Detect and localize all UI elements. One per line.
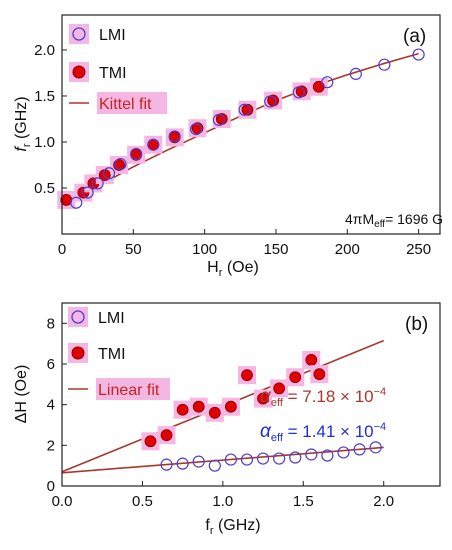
panel-b-lmi-point [353,443,366,456]
panel-b-ytick-label: 4 [47,397,55,414]
panel-a-frame [61,14,441,235]
panel-a-lmi-point [130,147,143,161]
panel-b-lmi-point [240,453,254,466]
panel-a-lmi-point [81,186,94,199]
panel-a-lmi-point [91,177,104,190]
legend-b-fit-highlight [96,378,170,400]
panel-a-ylabel: fr (GHz) [13,96,33,151]
legend-a-lmi-marker [72,27,86,41]
alpha-lmi-annotation: αeff = 1.41 × 10−4 [260,421,386,444]
panel-a-tmi-point [241,103,254,116]
panel-b-lmi-point [256,452,270,465]
panel-b-tmi-point [144,435,157,448]
panel-b-tmi-point [192,400,205,413]
panel-b-tmi-point [160,429,173,442]
panel-b-lmi-point [176,457,189,470]
legend-b-lmi-highlight [68,307,88,327]
legend-a-fit-highlight [97,92,167,114]
panel-a-label: (a) [403,26,426,47]
panel-a-annotation: 4πMeff= 1696 G [345,211,443,230]
panel-a-lmi-point [147,138,160,151]
legend-b-lmi-label: LMI [98,310,125,327]
panel-a-xtick-label: 100 [192,241,217,258]
panel-b-tmi-point [257,392,269,405]
panel-b-lmi-point [369,441,382,454]
panel-b-label: (b) [405,314,428,335]
panel-a-ytick-label: 1.5 [34,88,55,105]
panel-a-lmi-point [238,103,251,116]
panel-b-tmi-point [305,354,318,366]
legend-b-tmi-label: TMI [98,346,126,363]
panel-b-xtick-label: 0.5 [132,493,153,510]
panel-a-xtick-label: 150 [263,241,288,258]
panel-b-lmi-point [208,459,221,472]
panel-a-tmi-point [130,148,143,161]
panel-b-tmi-point [289,371,302,384]
panel-b-tmi-point [208,406,221,419]
panel-b-ytick-label: 0 [47,478,55,495]
legend-b-lmi-marker [71,310,85,324]
panel-b-lmi-point [192,455,205,468]
panel-b-ytick-label: 2 [47,437,55,454]
panel-a-xtick-label: 200 [335,241,360,258]
panel-b-tmi-point [224,400,237,413]
panel-b-lmi-point [224,453,237,466]
panel-a-lmi-point [212,113,226,126]
panel-b-tmi-point [273,382,286,395]
panel-b-ytick-label: 8 [47,315,55,332]
panel-a-ytick-label: 2.0 [34,42,55,59]
panel-b-ylabel: ΔH (Oe) [13,365,30,424]
panel-b-xtick-label: 1.0 [212,493,233,510]
panel-a-lmi-point [378,58,391,71]
panel-a-lmi-point [412,48,425,61]
panel-b-xtick-label: 1.5 [293,493,314,510]
panel-a-lmi-point [321,76,334,89]
panel-b-lmi-point [337,446,350,459]
panel-b: 0.0 0.5 1.0 1.5 2.0 0 2 4 6 8 (b) LMI TMI Linear … [13,302,441,537]
alpha-tmi-annotation: αeff = 7.18 × 10−4 [260,386,386,409]
panel-b-ytick-label: 6 [47,356,55,373]
panel-a-xlabel: Hr (Oe) [207,259,259,279]
panel-b-xtick-label: 2.0 [373,493,394,510]
legend-a-tmi-label: TMI [99,65,127,82]
panel-a-legend: LMI TMI Kittel fit [69,24,167,114]
legend-a-tmi-marker [72,65,86,79]
legend-a-lmi-highlight [69,24,89,44]
panel-b-tmi-point [176,403,189,416]
panel-b-legend: LMI TMI Linear fit [68,307,170,400]
panel-b-lmi-point [289,451,302,464]
panel-b-tmi-point [313,368,326,381]
panel-a-lmi-point [102,167,116,180]
legend-a-lmi-label: LMI [99,27,126,44]
panel-a-xtick-label: 250 [406,241,431,258]
panel-a-lmi-point [189,123,203,136]
panel-a-tmi-point [312,80,325,93]
panel-a-lmi-point [168,130,181,143]
legend-b-tmi-marker [71,346,85,360]
panel-b-tmi-point [241,369,253,382]
panel-b-lmi-point [321,449,334,462]
panel-a-lmi-point [349,67,362,80]
panel-b-frame [61,302,441,487]
panel-a: 0 50 100 150 200 250 0.5 1.0 1.5 2.0 (a) LMI TMI … [13,14,443,279]
panel-a-xtick-label: 0 [58,241,66,258]
panel-a-xtick-label: 50 [125,241,142,258]
panel-a-lmi-point [292,86,305,99]
panel-a-ytick-label: 0.5 [34,180,55,197]
panel-a-ytick-label: 1.0 [34,134,55,151]
panel-b-fit-line [61,446,384,474]
panel-a-lmi-point [264,95,277,108]
legend-a-fit-label: Kittel fit [99,96,152,113]
panel-b-lmi-point [305,448,318,461]
panel-b-lmi-point [273,452,286,465]
panel-b-xtick-label: 0.0 [52,493,73,510]
panel-a-tmi-point [168,131,181,144]
panel-b-xlabel: fr (GHz) [205,517,260,537]
panel-b-lmi-point [160,458,173,471]
panel-a-lmi-point [70,196,83,209]
legend-b-fit-label: Linear fit [98,382,160,399]
panel-a-lmi-point [114,157,127,171]
